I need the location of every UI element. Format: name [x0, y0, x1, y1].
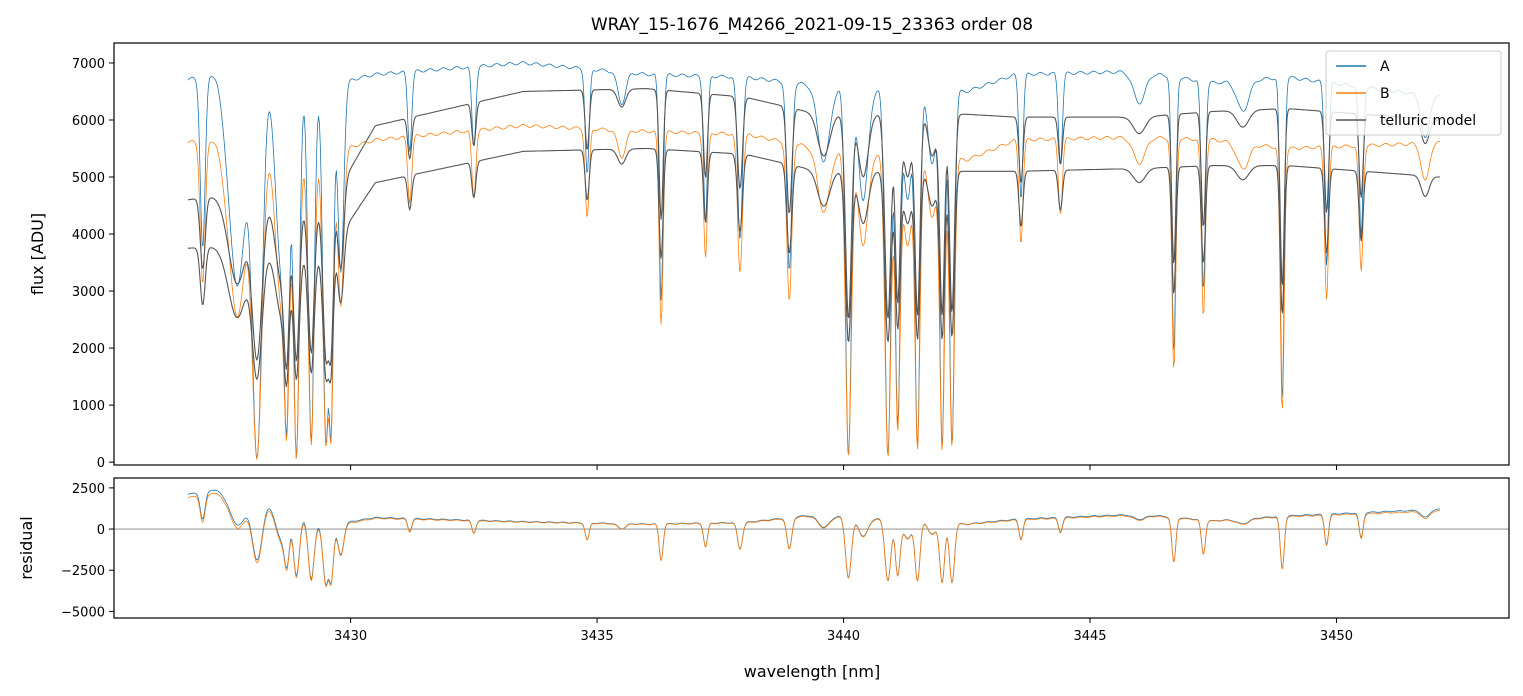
y-tick-label: 5000	[72, 171, 105, 186]
flux-series-group	[187, 61, 1441, 460]
y-tick-label: 0	[97, 456, 105, 471]
residual-y-ticks: −5000 −2500 0 2500	[61, 482, 114, 620]
legend-box	[1325, 50, 1502, 136]
series-a-line	[187, 489, 1441, 586]
residual-x-ticks: 3430 3435 3440 3445 3450	[334, 618, 1353, 644]
residual-y-axis-title: residual	[17, 516, 36, 579]
y-tick-label: 7000	[72, 57, 105, 72]
x-tick-label: 3430	[334, 629, 367, 644]
legend: A B telluric model	[1325, 50, 1502, 136]
flux-panel-frame	[113, 42, 1510, 466]
legend-label-a: A	[1380, 59, 1390, 75]
x-axis-title: wavelength [nm]	[744, 662, 881, 681]
y-tick-label: 2000	[72, 342, 105, 357]
residual-panel-frame	[113, 477, 1510, 619]
residual-panel: −5000 −2500 0 2500 3430 3435 3440 3445 3450 res…	[17, 477, 1510, 644]
legend-label-model: telluric model	[1380, 113, 1476, 129]
series-b-line	[187, 123, 1441, 460]
series-b-line	[187, 493, 1440, 587]
residual-series-group	[114, 489, 1509, 587]
y-tick-label: 6000	[72, 114, 105, 129]
series-a-line	[187, 61, 1441, 460]
x-tick-label: 3435	[581, 629, 614, 644]
telluric-model-line	[187, 88, 1440, 370]
x-tick-label: 3445	[1073, 629, 1106, 644]
y-tick-label: 2500	[72, 482, 105, 497]
flux-x-ticks	[350, 465, 1337, 470]
x-tick-label: 3450	[1320, 629, 1353, 644]
y-tick-label: −2500	[61, 564, 105, 579]
telluric-model-line	[187, 147, 1440, 388]
flux-y-axis-title: flux [ADU]	[28, 213, 47, 295]
y-tick-label: 3000	[72, 285, 105, 300]
legend-label-b: B	[1380, 86, 1390, 102]
y-tick-label: 0	[97, 523, 105, 538]
flux-y-ticks: 0 1000 2000 3000 4000 5000 6000 7000	[72, 57, 114, 471]
y-tick-label: 4000	[72, 228, 105, 243]
x-tick-label: 3440	[827, 629, 860, 644]
y-tick-label: −5000	[61, 605, 105, 620]
y-tick-label: 1000	[72, 399, 105, 414]
figure-title: WRAY_15-1676_M4266_2021-09-15_23363 orde…	[591, 15, 1033, 35]
flux-panel: 0 1000 2000 3000 4000 5000 6000 7000 flux [ADU]	[28, 42, 1510, 471]
